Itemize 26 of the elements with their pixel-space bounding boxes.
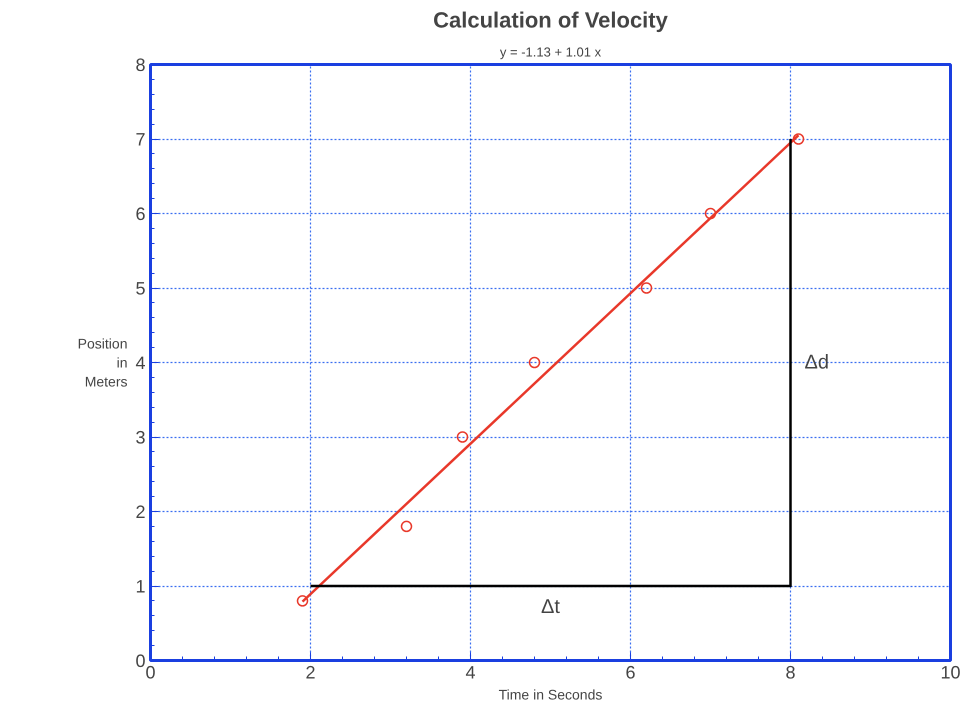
point xyxy=(704,208,716,220)
chart-subtitle: y = -1.13 + 1.01 x xyxy=(500,44,602,60)
y-tick-label: 5 xyxy=(135,278,146,298)
point xyxy=(792,133,804,145)
point xyxy=(296,595,308,607)
point xyxy=(528,356,540,368)
y-axis-title: Position in Meters xyxy=(78,335,128,390)
y-tick-label: 8 xyxy=(135,55,146,75)
x-tick-label: 10 xyxy=(940,662,961,682)
annotation: Δt xyxy=(541,596,560,618)
y-tick-label: 3 xyxy=(135,428,146,448)
y-tick-label: 4 xyxy=(135,353,146,373)
y-tick-label: 2 xyxy=(135,502,146,522)
annotation: Δd xyxy=(804,352,829,374)
point xyxy=(640,282,652,294)
x-tick-label: 8 xyxy=(785,662,796,682)
x-tick-label: 2 xyxy=(305,662,316,682)
y-tick-label: 6 xyxy=(135,204,146,224)
x-tick-label: 4 xyxy=(465,662,476,682)
point xyxy=(456,431,468,443)
chart-title: Calculation of Velocity xyxy=(433,8,669,32)
y-tick-label: 1 xyxy=(135,576,146,596)
y-tick-label: 7 xyxy=(135,130,146,150)
x-axis-title: Time in Seconds xyxy=(498,686,602,702)
x-tick-label: 6 xyxy=(625,662,636,682)
point xyxy=(400,520,412,532)
